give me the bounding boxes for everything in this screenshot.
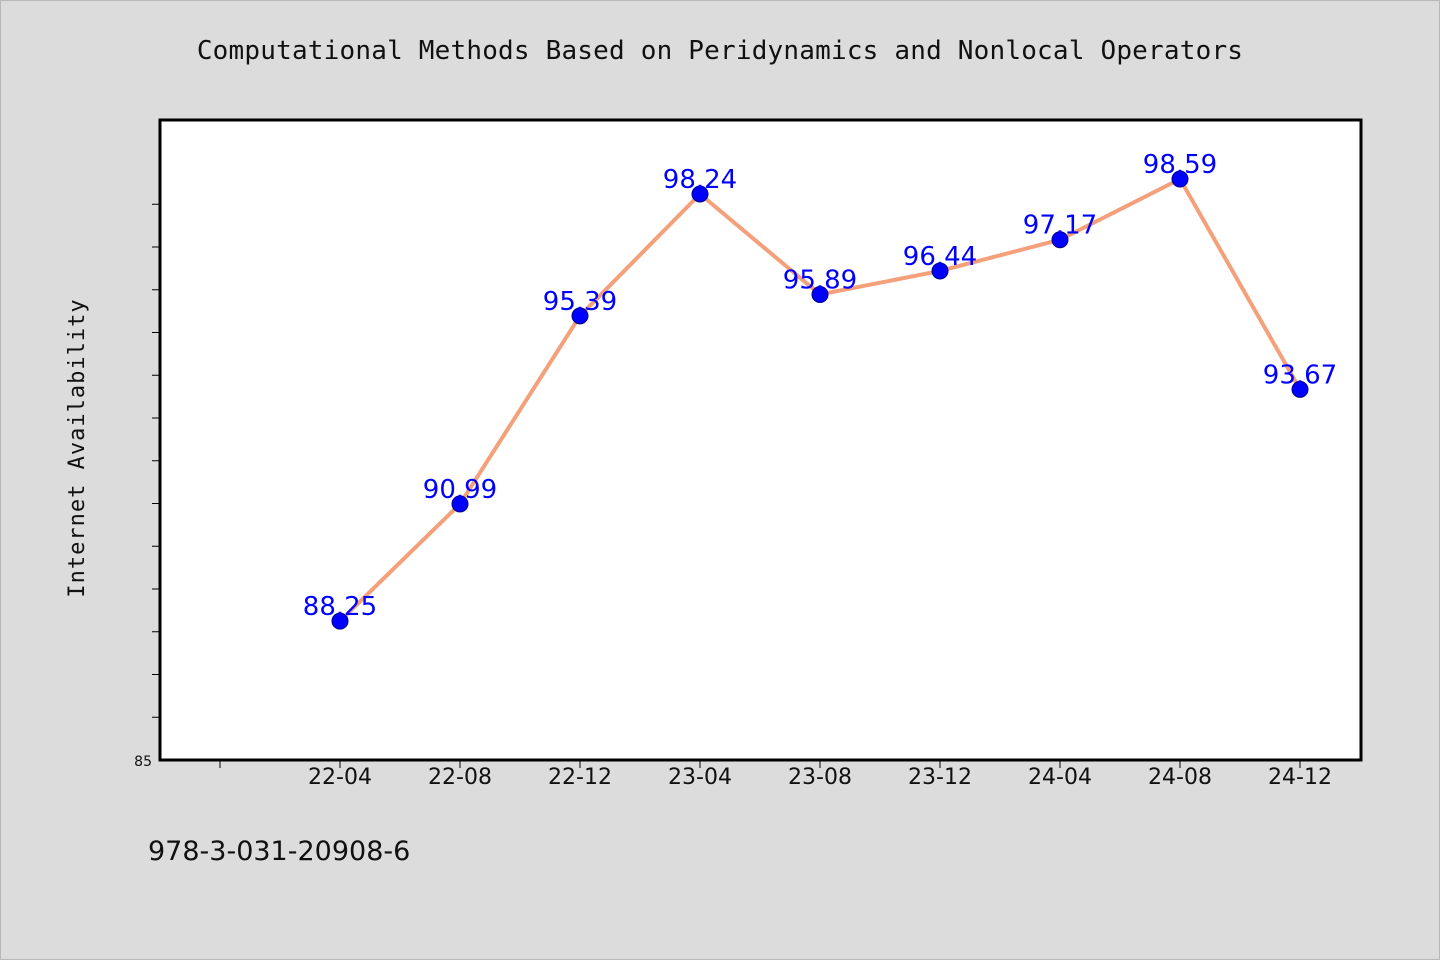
x-tick-label: 22-08 [428,765,492,790]
data-label: 90.99 [423,475,497,505]
data-point [571,307,589,325]
chart-title: Computational Methods Based on Peridynam… [196,36,1244,66]
x-tick-label: 24-08 [1148,765,1212,790]
data-point [451,495,469,513]
data-label: 95.89 [783,265,857,295]
data-label: 95.39 [543,287,617,317]
y-axis-label: Internet Availability [65,298,90,597]
series-group: 88.25 90.99 95.39 98.24 95.89 96.44 97.17 98.59… [303,150,1337,630]
footer-isbn: 978-3-031-20908-6 [148,836,411,867]
data-point [331,612,349,630]
data-label: 96.44 [903,242,977,272]
data-label: 98.24 [663,165,737,195]
x-tick-label: 22-04 [308,765,372,790]
y-min-label: 85 [134,754,152,770]
data-point [931,262,949,280]
x-tick-label: 24-04 [1028,765,1092,790]
x-tick-label: 23-08 [788,765,852,790]
x-tick-label: 23-12 [908,765,972,790]
x-axis-ticks: 22-04 22-08 22-12 23-04 23-08 23-12 24-04 24-08… [219,760,1332,790]
data-point [811,285,829,303]
x-tick-label: 22-12 [548,765,612,790]
data-label: 88.25 [303,592,377,622]
data-point [1291,380,1309,398]
y-axis-ticks [152,203,160,718]
data-point [1171,170,1189,188]
data-label: 93.67 [1263,360,1337,390]
plot-area [158,118,1363,762]
x-tick-label: 24-12 [1268,765,1332,790]
data-label: 97.17 [1023,211,1097,241]
data-label: 98.59 [1143,150,1217,180]
data-point [691,185,709,203]
data-point [1051,231,1069,249]
x-tick-label: 23-04 [668,765,732,790]
